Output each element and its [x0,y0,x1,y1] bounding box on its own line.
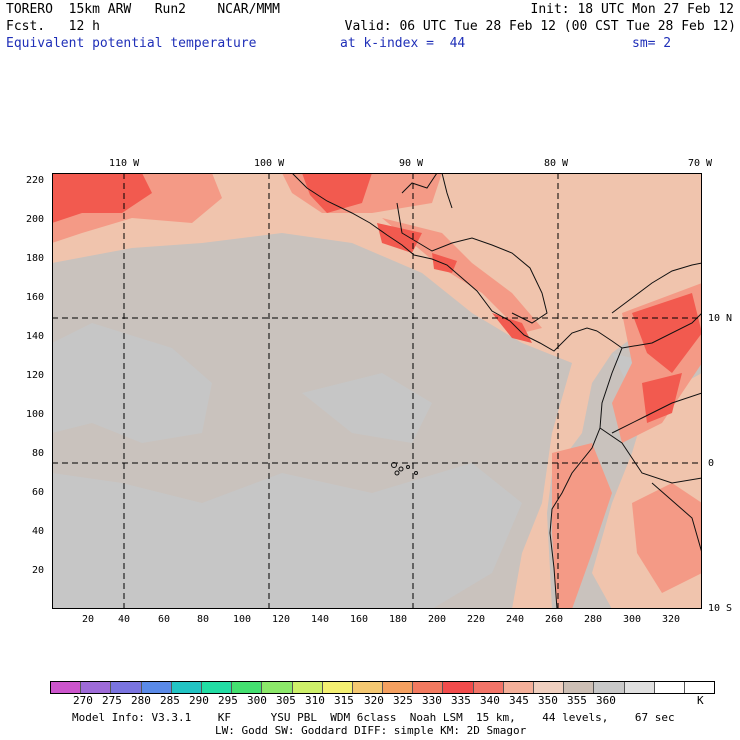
colorbar-swatch [111,682,142,693]
y-tick-label: 200 [26,214,45,225]
graticule [52,173,702,609]
x-tick-label: 100 [233,614,252,625]
x-tick-label: 200 [428,614,447,625]
colorbar-label: 280 [131,694,151,707]
x-tick-label: 180 [389,614,408,625]
x-tick-label: 20 [82,614,95,625]
colorbar [50,681,716,694]
x-tick-label: 220 [467,614,486,625]
colorbar-swatch [684,682,715,693]
x-tick-label: 140 [311,614,330,625]
theta-e-map [52,173,702,609]
colorbar-swatch [171,682,202,693]
y-tick-label: 40 [32,526,45,537]
lon-label-70w: 70 W [688,158,713,169]
colorbar-label: 330 [422,694,442,707]
x-tick-label: 60 [158,614,171,625]
lon-label-100w: 100 W [254,158,285,169]
y-tick-label: 140 [26,331,45,342]
map-frame [52,173,702,609]
x-tick-label: 120 [272,614,291,625]
colorbar-label: 340 [480,694,500,707]
lat-label-0: 0 [708,458,715,469]
colorbar-label: 295 [218,694,238,707]
colorbar-label: 270 [73,694,93,707]
x-tick-label: 300 [623,614,642,625]
colorbar-swatch [292,682,323,693]
model-info: Model Info: V3.3.1 KF YSU PBL WDM 6class… [72,711,675,724]
colorbar-swatch [352,682,384,693]
colorbar-swatch [594,682,625,693]
colorbar-label: 335 [451,694,471,707]
colorbar-label: 285 [160,694,180,707]
colorbar-swatch [503,682,534,693]
colorbar-label: 275 [102,694,122,707]
physics-info: LW: Godd SW: Goddard DIFF: simple KM: 2D… [215,724,527,737]
lon-label-80w: 80 W [544,158,569,169]
init-time: Init: 18 UTC Mon 27 Feb 12 [530,2,735,17]
colorbar-label: 325 [393,694,413,707]
colorbar-label: 355 [567,694,587,707]
y-tick-label: 100 [26,409,45,420]
colorbar-label: 320 [364,694,384,707]
colorbar-swatch [51,682,82,693]
colorbar-swatch [443,682,474,693]
y-tick-label: 220 [26,175,45,186]
y-tick-label: 160 [26,292,45,303]
lat-label-10s: 10 S [708,603,733,614]
colorbar-label: 315 [334,694,354,707]
colorbar-swatch [383,682,414,693]
y-tick-label: 120 [26,370,45,381]
x-tick-label: 240 [506,614,525,625]
x-tick-label: 40 [118,614,131,625]
y-tick-label: 80 [32,448,45,459]
colorbar-swatch [413,682,444,693]
x-tick-label: 80 [197,614,210,625]
colorbar-swatch [322,682,353,693]
field-name: Equivalent potential temperature [6,36,257,51]
galapagos-islands [391,462,418,476]
colorbar-swatch [81,682,112,693]
colorbar-swatch [534,682,565,693]
smoothing-text: sm= 2 [632,36,672,51]
colorbar-label: 300 [247,694,267,707]
colorbar-swatch [654,682,685,693]
colorbar-label: 310 [305,694,325,707]
colorbar-swatch [201,682,233,693]
colorbar-label: 290 [189,694,209,707]
x-tick-label: 160 [350,614,369,625]
valid-time: Valid: 06 UTC Tue 28 Feb 12 (00 CST Tue … [344,19,736,34]
lat-label-10n: 10 N [708,313,733,324]
y-tick-label: 180 [26,253,45,264]
lon-label-90w: 90 W [399,158,424,169]
colorbar-label: 305 [276,694,296,707]
colorbar-swatch [624,682,655,693]
level-text: at k-index = 44 [340,36,466,51]
coastlines [291,173,702,609]
forecast-hour: Fcst. 12 h [6,19,100,34]
lon-label-110w: 110 W [109,158,140,169]
model-title: TORERO 15km ARW Run2 NCAR/MMM [6,2,280,17]
colorbar-swatch [262,682,293,693]
colorbar-label: 360 [596,694,616,707]
y-tick-label: 20 [32,565,45,576]
colorbar-swatch [141,682,172,693]
colorbar-label: 350 [538,694,558,707]
x-tick-label: 280 [584,614,603,625]
colorbar-unit: K [697,694,704,707]
y-tick-label: 60 [32,487,45,498]
colorbar-swatch [232,682,263,693]
x-tick-label: 320 [662,614,681,625]
x-tick-label: 260 [545,614,564,625]
colorbar-swatch [473,682,504,693]
colorbar-label: 345 [509,694,529,707]
colorbar-swatch [564,682,595,693]
